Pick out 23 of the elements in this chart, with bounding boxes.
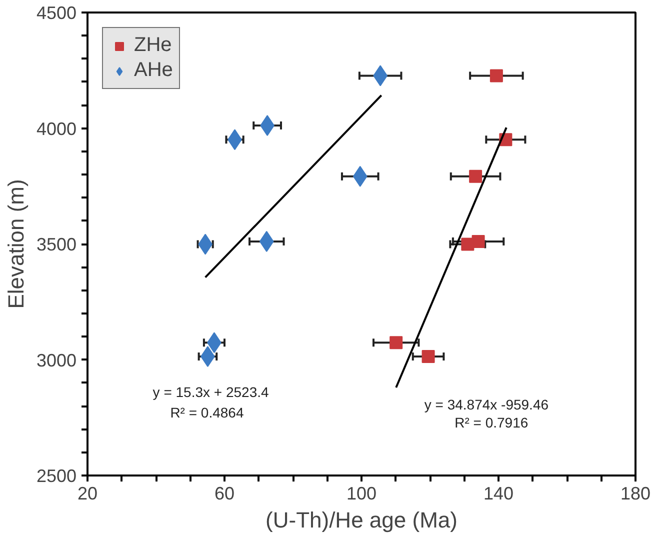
legend-label: ZHe: [134, 34, 172, 57]
y-axis-title: Elevation (m): [3, 179, 28, 309]
y-tick-label: 3500: [36, 234, 77, 254]
x-tick-label: 180: [620, 484, 651, 504]
y-tick-label: 3000: [36, 350, 77, 370]
x-tick-label: 100: [346, 484, 377, 504]
x-tick-label: 60: [214, 484, 235, 504]
x-tick-label: 20: [77, 484, 98, 504]
point: [390, 336, 403, 350]
point: [469, 170, 482, 183]
x-tick-label: 140: [483, 484, 514, 504]
y-tick-label: 2500: [36, 466, 77, 486]
x-axis-title: (U-Th)/He age (Ma): [266, 508, 458, 532]
annotation: R² = 0.7916: [454, 414, 528, 430]
y-tick-label: 4000: [36, 118, 77, 139]
point: [422, 350, 435, 364]
point: [490, 69, 503, 82]
annotation: R² = 0.4864: [170, 404, 244, 421]
annotation: y = 15.3x + 2523.4: [152, 384, 270, 400]
point: [461, 238, 474, 251]
legend-label: AHe: [134, 59, 173, 82]
annotation: y = 34.874x -959.46: [424, 396, 549, 413]
y-tick-label: 4500: [36, 3, 77, 23]
